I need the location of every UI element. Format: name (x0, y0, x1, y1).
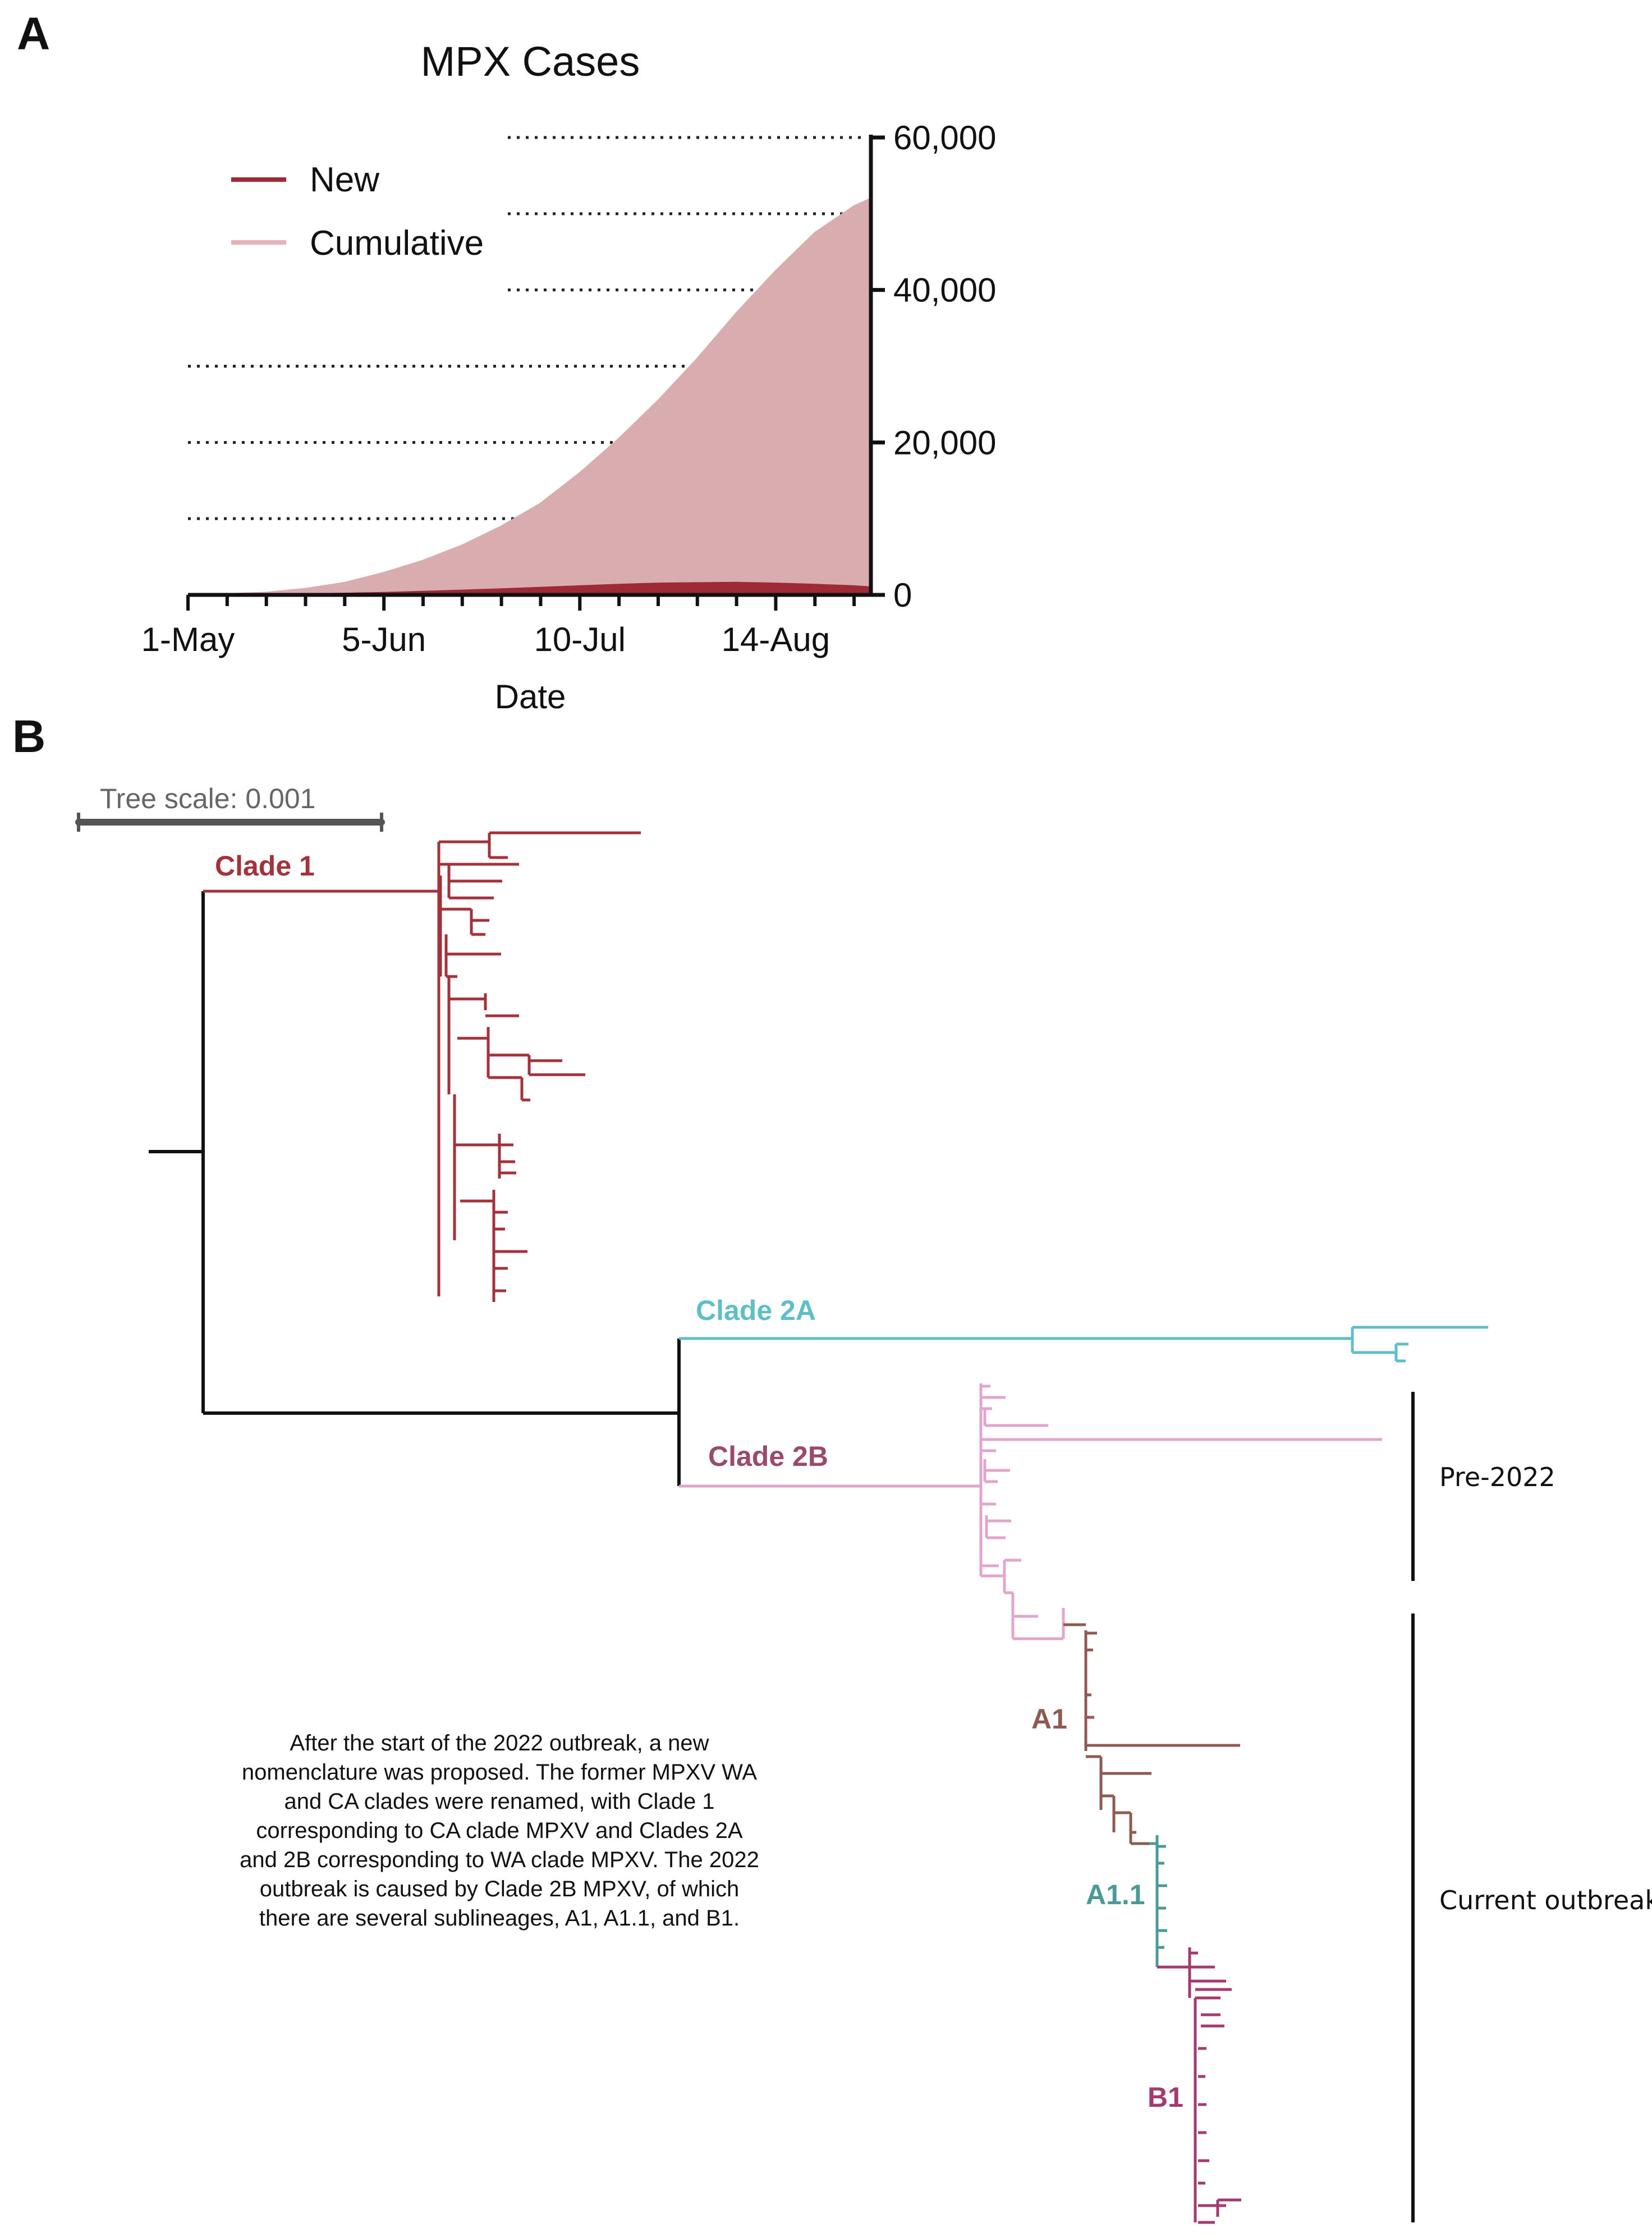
clade-2a-branches (679, 1326, 1488, 1363)
x-tick-label: 10-Jul (534, 621, 626, 658)
panel-a-letter: A (17, 8, 50, 59)
pre-2022-label: Pre-2022 (1439, 1462, 1555, 1492)
tree-backbone (149, 891, 681, 1486)
current-outbreak-label: Current outbreak (1439, 1885, 1652, 1915)
b1-label: B1 (1148, 2082, 1183, 2113)
legend-label-new: New (310, 161, 379, 199)
clade-1-label: Clade 1 (215, 850, 315, 882)
b1-branches (1157, 1947, 1241, 2224)
y-tick-label: 0 (893, 576, 912, 614)
clade-2b-branches (679, 1383, 1382, 1640)
series-area-cumulative (187, 197, 872, 596)
chart-title: MPX Cases (421, 38, 640, 85)
x-axis-ticks: 1-May 5-Jun 10-Jul 14-Aug (141, 595, 856, 658)
tree-scale-label: Tree scale: 0.001 (100, 783, 315, 814)
a1-label: A1 (1031, 1703, 1067, 1735)
panel-b-letter: B (12, 711, 45, 762)
clade-1-branches (203, 831, 641, 1302)
chart-series (187, 197, 872, 596)
y-axis-ticks: 0 20,000 40,000 60,000 (871, 119, 997, 614)
clade-2a-label: Clade 2A (696, 1295, 816, 1326)
legend: New Cumulative (231, 161, 484, 263)
x-tick-label: 1-May (141, 621, 235, 658)
figure-caption: After the start of the 2022 outbreak, a … (240, 1731, 759, 1931)
a1-1-branches (1149, 1835, 1167, 1967)
x-axis-label: Date (495, 678, 566, 716)
y-tick-label: 60,000 (893, 119, 997, 157)
y-tick-label: 40,000 (893, 272, 997, 309)
tree-scale-bar: Tree scale: 0.001 (75, 783, 385, 832)
legend-label-cumulative: Cumulative (310, 224, 484, 263)
a1-branches (1063, 1623, 1240, 1845)
a1-1-label: A1.1 (1086, 1879, 1145, 1910)
y-tick-label: 20,000 (893, 424, 997, 461)
clade-2b-label: Clade 2B (708, 1441, 828, 1472)
x-tick-label: 5-Jun (342, 621, 426, 658)
x-tick-label: 14-Aug (722, 621, 830, 658)
